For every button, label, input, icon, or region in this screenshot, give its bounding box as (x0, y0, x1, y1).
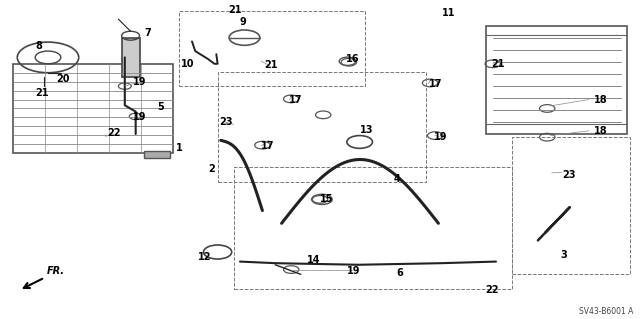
Text: 15: 15 (320, 194, 333, 204)
Bar (144, 151, 170, 158)
Text: 4: 4 (394, 174, 401, 184)
Text: 10: 10 (181, 59, 195, 69)
Text: SV43-B6001 A: SV43-B6001 A (579, 307, 634, 316)
Bar (234, 167, 512, 289)
Text: 20: 20 (56, 74, 70, 84)
Bar (512, 137, 630, 274)
Text: 19: 19 (132, 77, 146, 87)
Text: 21: 21 (492, 59, 505, 70)
Text: 16: 16 (346, 54, 359, 64)
Text: 19: 19 (434, 131, 447, 142)
Text: 11: 11 (442, 8, 455, 18)
Text: 19: 19 (132, 112, 146, 122)
Bar (179, 11, 365, 86)
Text: 18: 18 (594, 126, 607, 136)
Bar (13, 64, 173, 153)
Text: 13: 13 (360, 125, 373, 135)
Text: 6: 6 (397, 268, 404, 278)
Text: 17: 17 (429, 78, 442, 89)
Text: 21: 21 (35, 88, 49, 98)
Text: 12: 12 (198, 252, 212, 262)
Text: 21: 21 (264, 60, 278, 70)
Text: 22: 22 (485, 285, 499, 295)
Text: 1: 1 (176, 143, 183, 153)
Text: FR.: FR. (47, 266, 65, 276)
Text: 22: 22 (108, 128, 121, 138)
Text: 23: 23 (562, 170, 575, 180)
Text: 23: 23 (220, 117, 233, 127)
Text: 17: 17 (261, 141, 275, 151)
Text: 17: 17 (289, 94, 303, 105)
Text: 3: 3 (560, 250, 567, 260)
Text: 9: 9 (240, 17, 247, 27)
Bar (218, 72, 426, 182)
Text: 18: 18 (594, 94, 607, 105)
Text: 7: 7 (144, 28, 151, 39)
Text: 2: 2 (208, 164, 215, 174)
Text: 8: 8 (35, 41, 42, 51)
Text: 21: 21 (228, 5, 241, 15)
Text: 5: 5 (157, 102, 164, 112)
Text: 14: 14 (307, 255, 321, 265)
Bar (486, 26, 627, 134)
Text: 19: 19 (347, 265, 360, 276)
Bar (122, 38, 140, 77)
